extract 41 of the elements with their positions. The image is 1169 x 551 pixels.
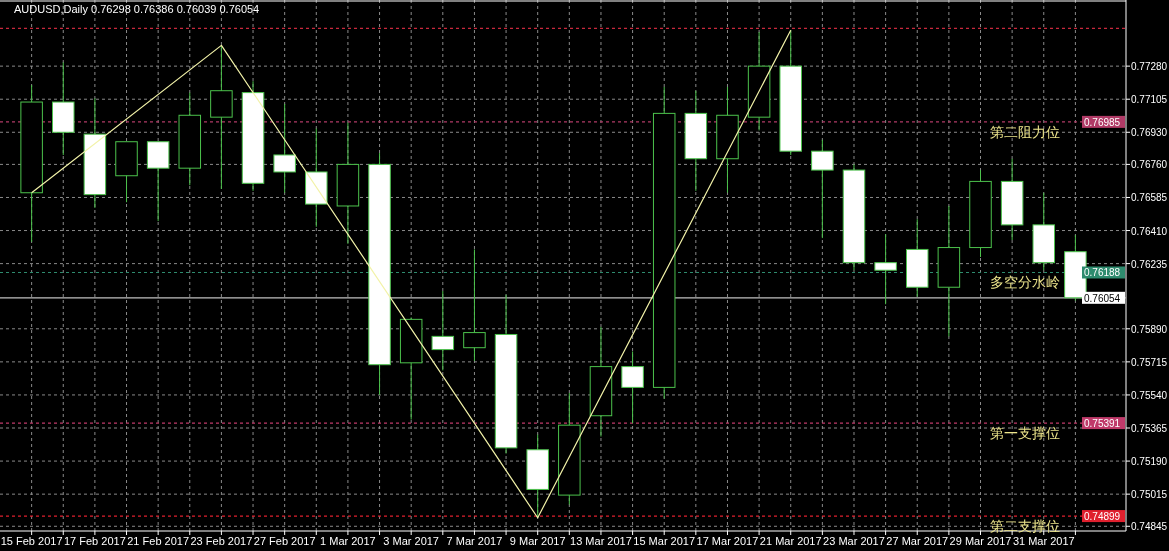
x-tick-label: 21 Mar 2017 (759, 535, 822, 547)
y-tick-label: 0.75540 (1131, 389, 1168, 401)
x-tick-label: 29 Mar 2017 (949, 535, 1012, 547)
x-tick-label: 27 Feb 2017 (253, 535, 316, 547)
annotation: 0.75391 (1084, 418, 1121, 430)
ref-line-label: 第一支撑位 (990, 425, 1060, 442)
y-tick-label: 0.76410 (1131, 225, 1168, 237)
chart-title: AUDUSD,Daily 0.76298 0.76386 0.76039 0.76054 (14, 3, 260, 15)
y-tick-label: 0.75890 (1131, 323, 1168, 335)
x-tick-label: 15 Mar 2017 (633, 535, 696, 547)
y-tick-label: 0.76585 (1131, 192, 1168, 204)
x-tick-label: 13 Mar 2017 (570, 535, 632, 547)
y-tick-label: 0.75365 (1131, 423, 1168, 435)
x-tick-label: 17 Feb 2017 (64, 535, 126, 547)
y-tick-label: 0.75715 (1131, 356, 1168, 368)
y-tick-label: 0.74845 (1131, 521, 1168, 533)
y-tick-label: 0.76930 (1131, 127, 1168, 139)
annotation: 0.76985 (1084, 116, 1121, 128)
y-tick-label: 0.75190 (1131, 456, 1168, 468)
x-tick-label: 31 Mar 2017 (1012, 535, 1075, 547)
annotation: 0.74899 (1084, 511, 1121, 523)
x-tick-label: 23 Feb 2017 (190, 535, 253, 547)
annotation: 0.76188 (1084, 267, 1121, 279)
x-tick-label: 3 Mar 2017 (383, 535, 440, 547)
x-tick-label: 7 Mar 2017 (446, 535, 503, 547)
x-tick-label: 1 Mar 2017 (320, 535, 376, 547)
x-tick-label: 9 Mar 2017 (509, 535, 566, 547)
y-tick-label: 0.77280 (1131, 61, 1168, 73)
x-tick-label: 23 Mar 2017 (823, 535, 885, 547)
y-tick-label: 0.76760 (1131, 159, 1168, 171)
ref-line-label: 第二阻力位 (990, 123, 1060, 140)
x-tick-label: 27 Mar 2017 (886, 535, 949, 547)
ref-line-label: 第二支撑位 (990, 518, 1060, 535)
x-tick-label: 17 Mar 2017 (696, 535, 759, 547)
x-tick-label: 21 Feb 2017 (127, 535, 190, 547)
y-tick-label: 0.75015 (1131, 489, 1168, 501)
ref-line-label: 多空分水岭 (990, 274, 1060, 291)
annotation: 0.76054 (1084, 292, 1121, 304)
y-tick-label: 0.77105 (1131, 94, 1168, 106)
x-tick-label: 15 Feb 2017 (0, 535, 63, 547)
y-tick-label: 0.76235 (1131, 258, 1168, 270)
